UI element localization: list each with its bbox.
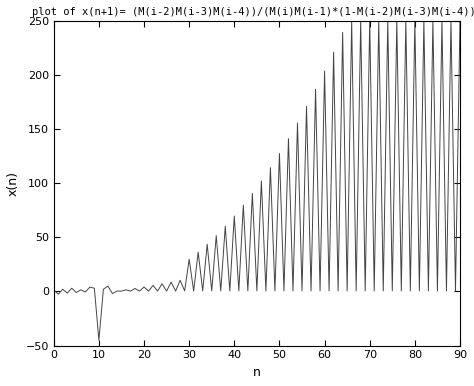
Y-axis label: x(n): x(n) xyxy=(7,171,20,196)
X-axis label: n: n xyxy=(253,366,261,379)
Title: plot of x(n+1)= (M(i-2)M(i-3)M(i-4))/(M(i)M(i-1)*(1-M(i-2)M(i-3)M(i-4))): plot of x(n+1)= (M(i-2)M(i-3)M(i-4))/(M(… xyxy=(32,7,474,17)
